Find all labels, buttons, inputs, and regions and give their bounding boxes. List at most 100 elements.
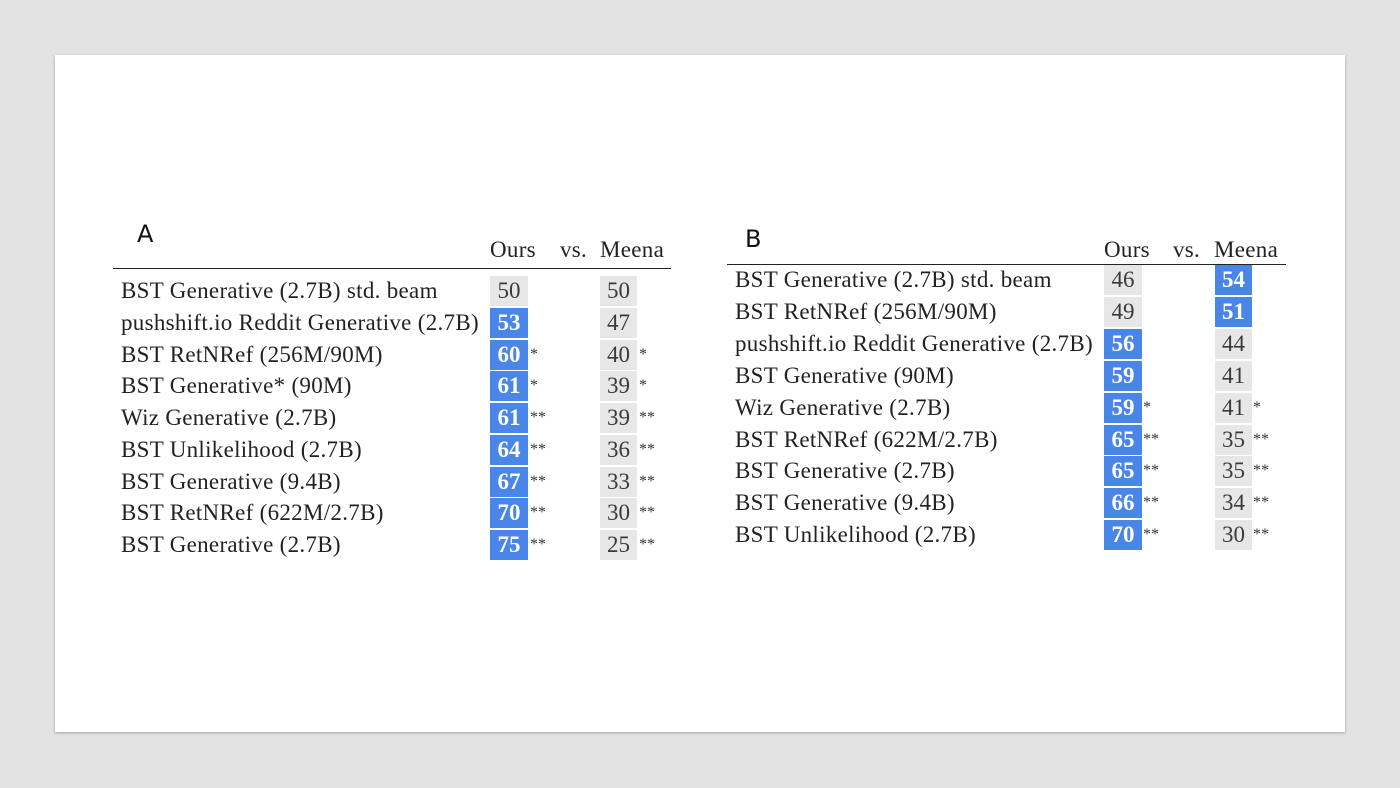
table-row: BST Generative (9.4B) 66 ** 34 **: [0, 488, 1400, 519]
model-name: BST RetNRef (622M/2.7B): [735, 426, 998, 452]
ours-score: 49: [1104, 296, 1142, 327]
meena-significance: **: [1253, 494, 1269, 512]
meena-score: 44: [1215, 328, 1252, 359]
meena-score: 35: [1215, 424, 1252, 455]
model-name: BST Generative (2.7B) std. beam: [121, 278, 438, 303]
header-vs: vs.: [1173, 237, 1201, 262]
table-row: pushshift.io Reddit Generative (2.7B) 56 4…: [0, 328, 1400, 359]
meena-significance: *: [639, 377, 647, 395]
ours-score: 61: [490, 403, 528, 433]
model-name: Wiz Generative (2.7B): [121, 405, 337, 430]
table-row: Wiz Generative (2.7B) 59 * 41 *: [0, 392, 1400, 423]
header-vs: vs.: [560, 237, 588, 262]
ours-significance: *: [530, 345, 538, 363]
table-row: BST Generative (90M) 59 41: [0, 360, 1400, 391]
panel-label-a: A: [137, 220, 154, 248]
ours-score: 70: [1104, 520, 1142, 551]
header-meena: Meena: [1214, 237, 1279, 262]
table-row: pushshift.io Reddit Generative (2.7B) 53 4…: [0, 307, 1400, 338]
meena-score: 36: [600, 434, 637, 465]
table-row: BST RetNRef (256M/90M) 60 * 40 *: [0, 339, 1400, 370]
table-row: BST Generative* (90M) 61 * 39 *: [0, 371, 1400, 402]
ours-score: 65: [1104, 424, 1142, 455]
meena-score: 41: [1215, 392, 1252, 423]
ours-score: 61: [490, 371, 528, 402]
table-row: BST RetNRef (256M/90M) 49 51: [0, 296, 1400, 327]
model-name: BST Generative (9.4B): [121, 468, 341, 494]
table-row: BST RetNRef (622M/2.7B) 70 ** 30 **: [0, 498, 1400, 529]
meena-significance: **: [639, 504, 655, 522]
ours-significance: **: [1143, 462, 1159, 480]
header-ours: Ours: [490, 237, 536, 262]
ours-score: 56: [1104, 328, 1142, 359]
table-row: BST Unlikelihood (2.7B) 70 ** 30 **: [0, 520, 1400, 551]
ours-significance: **: [1143, 494, 1159, 512]
ours-significance: **: [530, 504, 546, 522]
ours-score: 64: [490, 434, 528, 465]
meena-score: 50: [600, 276, 637, 306]
model-name: Wiz Generative (2.7B): [735, 394, 951, 420]
model-name: BST Generative (2.7B): [735, 458, 955, 484]
table-row: BST Generative (9.4B) 67 ** 33 **: [0, 466, 1400, 497]
meena-significance: *: [639, 345, 647, 363]
model-name: BST RetNRef (622M/2.7B): [121, 500, 384, 526]
meena-score: 33: [600, 466, 637, 497]
model-name: BST Generative (2.7B) std. beam: [735, 267, 1052, 292]
ours-significance: **: [530, 472, 546, 490]
model-name: BST Generative (9.4B): [735, 490, 955, 516]
meena-score: 35: [1215, 456, 1252, 487]
table-row: Wiz Generative (2.7B) 61 ** 39 **: [0, 403, 1400, 433]
meena-significance: **: [639, 409, 655, 426]
ours-significance: *: [530, 377, 538, 395]
meena-score: 47: [600, 307, 637, 338]
meena-significance: **: [1253, 430, 1269, 448]
ours-score: 59: [1104, 360, 1142, 391]
meena-score: 39: [600, 371, 637, 402]
meena-score: 39: [600, 403, 637, 433]
panel-label-b: B: [745, 225, 762, 253]
ours-significance: **: [1143, 430, 1159, 448]
table-row: BST Generative (2.7B) std. beam 50 50: [0, 276, 1400, 306]
model-name: BST Generative (90M): [735, 362, 954, 388]
table-row: BST RetNRef (622M/2.7B) 65 ** 35 **: [0, 424, 1400, 455]
meena-score: 54: [1215, 265, 1252, 295]
ours-score: 67: [490, 466, 528, 497]
ours-score: 50: [490, 276, 528, 306]
meena-score: 30: [1215, 520, 1252, 551]
header-rule: [113, 268, 671, 269]
meena-score: 30: [600, 498, 637, 529]
ours-significance: *: [1143, 398, 1151, 416]
table-row: BST Generative (2.7B) 65 ** 35 **: [0, 456, 1400, 487]
ours-significance: **: [530, 440, 546, 458]
ours-significance: **: [530, 536, 546, 553]
model-name: BST Generative* (90M): [121, 373, 352, 399]
meena-significance: *: [1253, 398, 1261, 416]
meena-significance: **: [639, 536, 655, 553]
table-row: BST Generative (2.7B) 75 ** 25 **: [0, 530, 1400, 560]
meena-score: 51: [1215, 296, 1252, 327]
ours-score: 75: [490, 530, 528, 560]
meena-significance: **: [1253, 526, 1269, 544]
model-name: BST Generative (2.7B): [121, 532, 341, 557]
meena-significance: **: [1253, 462, 1269, 480]
ours-score: 59: [1104, 392, 1142, 423]
header-ours: Ours: [1104, 237, 1150, 262]
ours-score: 60: [490, 339, 528, 370]
model-name: BST RetNRef (256M/90M): [121, 341, 383, 367]
model-name: BST RetNRef (256M/90M): [735, 298, 997, 324]
meena-significance: **: [639, 472, 655, 490]
ours-score: 46: [1104, 265, 1142, 295]
meena-score: 41: [1215, 360, 1252, 391]
meena-score: 40: [600, 339, 637, 370]
ours-score: 66: [1104, 488, 1142, 519]
ours-significance: **: [1143, 526, 1159, 544]
model-name: pushshift.io Reddit Generative (2.7B): [735, 330, 1093, 356]
table-row: BST Generative (2.7B) std. beam 46 54: [0, 265, 1400, 295]
meena-score: 25: [600, 530, 637, 560]
ours-significance: **: [530, 409, 546, 426]
ours-score: 65: [1104, 456, 1142, 487]
ours-score: 53: [490, 307, 528, 338]
meena-significance: **: [639, 440, 655, 458]
table-row: BST Unlikelihood (2.7B) 64 ** 36 **: [0, 434, 1400, 465]
